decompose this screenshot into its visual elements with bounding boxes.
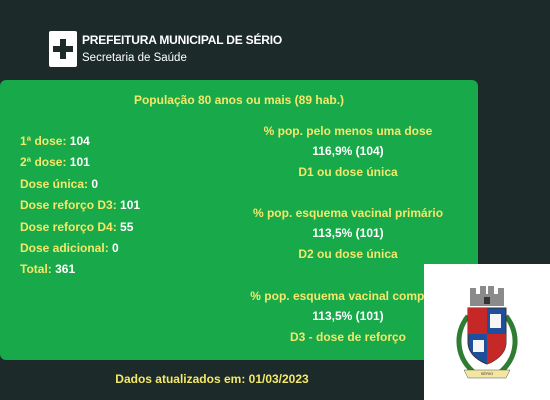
- dose-value: 0: [112, 240, 119, 255]
- dose-value: 361: [55, 262, 76, 277]
- vaccination-card: População 80 anos ou mais (89 hab.) 1ª d…: [0, 80, 478, 360]
- crest-banner-text: SÉRIO: [480, 371, 494, 376]
- dose-label: Dose única:: [20, 176, 89, 191]
- dose-value: 104: [69, 134, 90, 148]
- stat-label: % pop. esquema vacinal primário: [252, 206, 444, 220]
- dose-label: 1ª dose:: [20, 134, 67, 148]
- dose-row-booster-d3: Dose reforço D3: 101: [20, 195, 140, 216]
- stat-at-least-one-dose: % pop. pelo menos uma dose 116,9% (104) …: [218, 122, 478, 182]
- crest-panel: SÉRIO: [424, 264, 550, 400]
- stat-primary-schedule: % pop. esquema vacinal primário 113,5% (…: [218, 204, 478, 264]
- dose-row-single: Dose única: 0: [20, 174, 140, 195]
- org-name: PREFEITURA MUNICIPAL DE SÉRIO: [82, 33, 282, 47]
- coat-of-arms-icon: [456, 286, 518, 379]
- stat-subtitle: D1 ou dose única: [298, 165, 398, 179]
- dose-value: 0: [91, 176, 99, 191]
- dose-label: Total:: [20, 262, 52, 277]
- dose-row-second: 2ª dose: 101: [20, 152, 140, 173]
- dose-label: 2ª dose:: [20, 155, 67, 170]
- stat-value: 113,5% (101): [312, 309, 384, 323]
- card-title: População 80 anos ou mais (89 hab.): [133, 93, 345, 107]
- stat-subtitle: D2 ou dose única: [298, 247, 398, 261]
- org-subtitle: Secretaria de Saúde: [82, 52, 187, 64]
- dose-label: Dose reforço D4:: [20, 219, 117, 234]
- dose-label: Dose reforço D3:: [20, 198, 117, 213]
- medical-cross-icon: [49, 31, 77, 67]
- dose-row-total: Total: 361: [20, 259, 140, 280]
- dose-value: 55: [120, 219, 134, 234]
- stat-value: 113,5% (101): [312, 226, 384, 240]
- stat-label: % pop. pelo menos uma dose: [263, 124, 433, 138]
- stat-subtitle: D3 - dose de reforço: [289, 330, 407, 344]
- stat-value: 116,9% (104): [312, 144, 384, 158]
- stat-complete-schedule: % pop. esquema vacinal completo 113,5% (…: [218, 287, 478, 347]
- dose-value: 101: [120, 198, 141, 213]
- dose-row-first: 1ª dose: 104: [20, 131, 140, 152]
- stat-label: % pop. esquema vacinal completo: [250, 289, 446, 303]
- dose-label: Dose adicional:: [20, 240, 109, 255]
- dose-value: 101: [69, 155, 90, 170]
- last-updated: Dados atualizados em: 01/03/2023: [115, 372, 309, 386]
- dose-row-additional: Dose adicional: 0: [20, 238, 140, 259]
- dose-row-booster-d4: Dose reforço D4: 55: [20, 217, 140, 238]
- dose-list: 1ª dose: 104 2ª dose: 101 Dose única: 0 …: [20, 131, 140, 281]
